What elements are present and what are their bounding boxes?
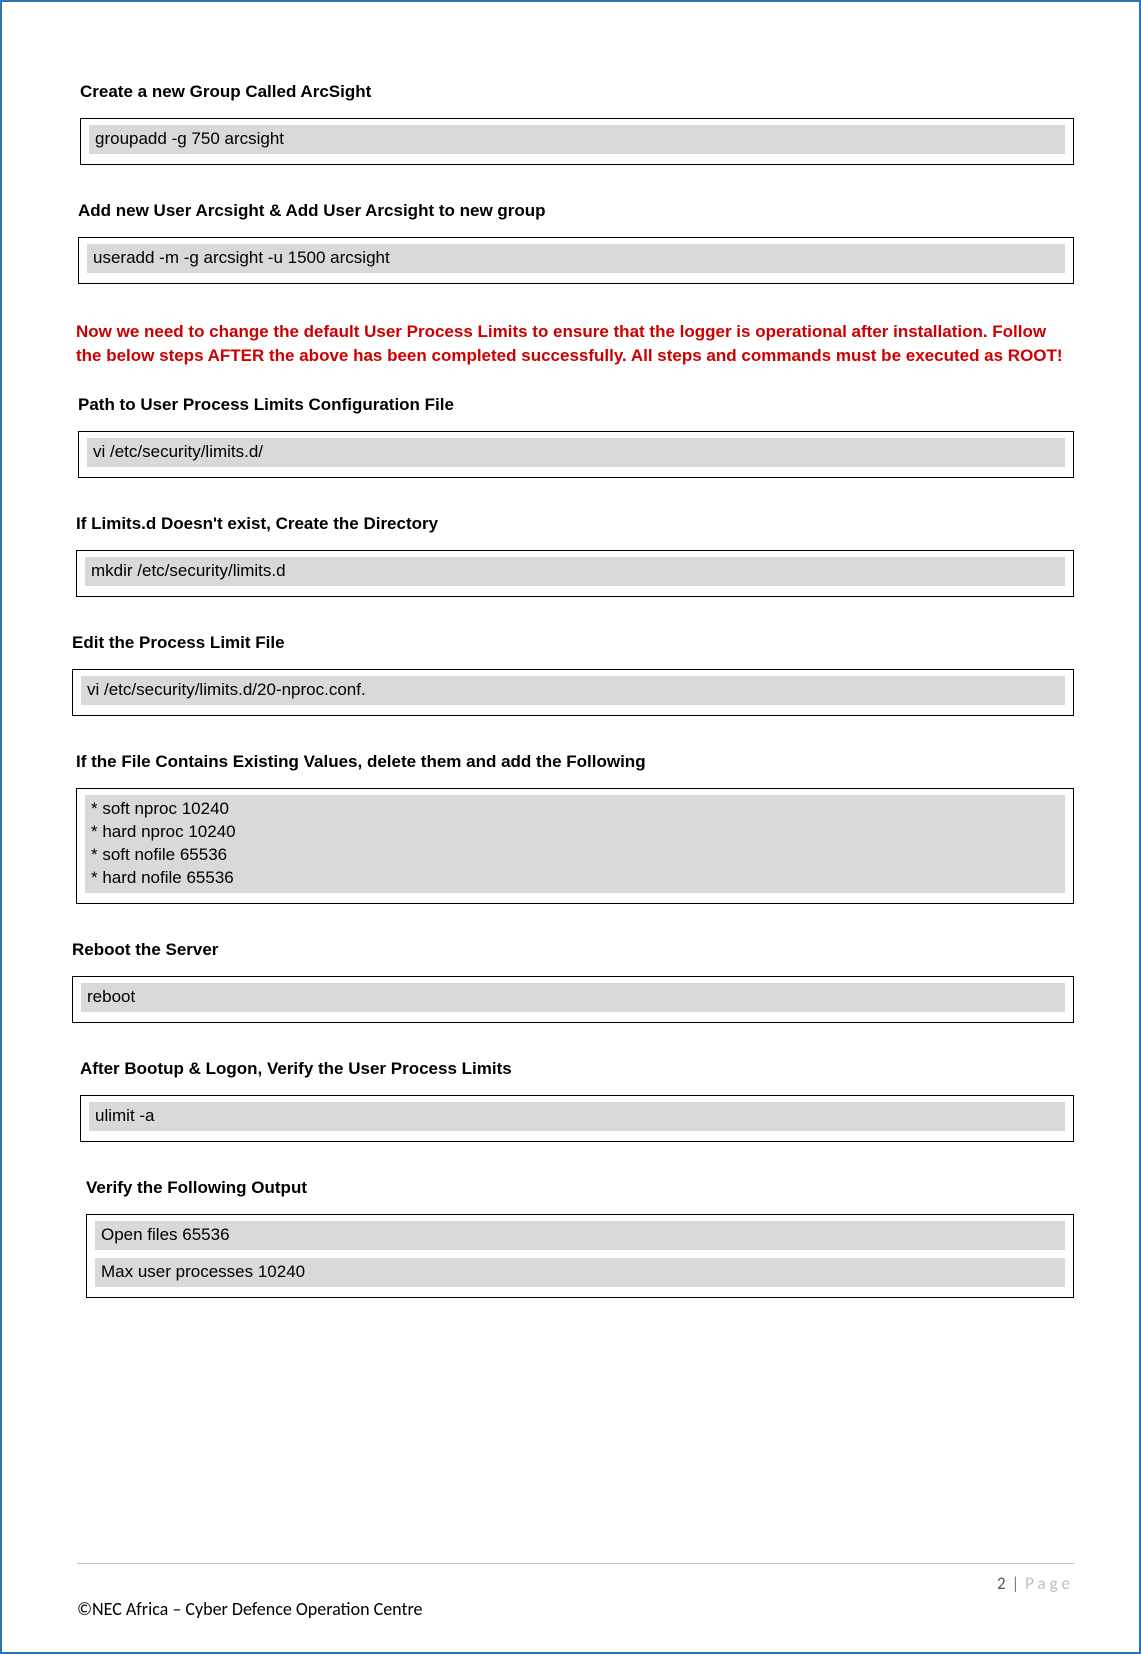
page-number: 2 | Page	[997, 1573, 1074, 1594]
section: If Limits.d Doesn't exist, Create the Di…	[76, 514, 1074, 597]
page-label: Page	[1025, 1573, 1074, 1594]
section-heading: Edit the Process Limit File	[72, 633, 1074, 653]
section-heading: Verify the Following Output	[86, 1178, 1074, 1198]
section: Add new User Arcsight & Add User Arcsigh…	[78, 201, 1074, 284]
warning-text: Now we need to change the default User P…	[72, 320, 1074, 368]
section-heading: If the File Contains Existing Values, de…	[76, 752, 1074, 772]
section: Verify the Following Output Open files 65…	[86, 1178, 1074, 1298]
section: Create a new Group Called ArcSight groupa…	[80, 82, 1074, 165]
command-block: vi /etc/security/limits.d/20-nproc.conf.	[72, 669, 1074, 716]
command-block: * soft nproc 10240 * hard nproc 10240 * …	[76, 788, 1074, 904]
section: Path to User Process Limits Configuratio…	[78, 395, 1074, 478]
command-line: vi /etc/security/limits.d/	[87, 438, 1065, 467]
command-line: vi /etc/security/limits.d/20-nproc.conf.	[81, 676, 1065, 705]
footer-rule	[77, 1563, 1074, 1564]
section: After Bootup & Logon, Verify the User Pr…	[80, 1059, 1074, 1142]
section-heading: Add new User Arcsight & Add User Arcsigh…	[78, 201, 1074, 221]
command-line: groupadd -g 750 arcsight	[89, 125, 1065, 154]
section: If the File Contains Existing Values, de…	[76, 752, 1074, 904]
command-block: useradd -m -g arcsight -u 1500 arcsight	[78, 237, 1074, 284]
command-block: reboot	[72, 976, 1074, 1023]
command-block: vi /etc/security/limits.d/	[78, 431, 1074, 478]
command-line: ulimit -a	[89, 1102, 1065, 1131]
page-sep: |	[1009, 1573, 1021, 1594]
section-heading: After Bootup & Logon, Verify the User Pr…	[80, 1059, 1074, 1079]
section-heading: If Limits.d Doesn't exist, Create the Di…	[76, 514, 1074, 534]
footer-copyright: ©NEC Africa – Cyber Defence Operation Ce…	[77, 1598, 422, 1620]
command-block: Open files 65536 Max user processes 10240	[86, 1214, 1074, 1298]
command-line: Max user processes 10240	[95, 1258, 1065, 1287]
command-block: ulimit -a	[80, 1095, 1074, 1142]
command-block: groupadd -g 750 arcsight	[80, 118, 1074, 165]
section-heading: Create a new Group Called ArcSight	[80, 82, 1074, 102]
page-num: 2	[997, 1573, 1006, 1594]
command-line: reboot	[81, 983, 1065, 1012]
section: Reboot the Server reboot	[72, 940, 1074, 1023]
section: Edit the Process Limit File vi /etc/secur…	[72, 633, 1074, 716]
section-heading: Path to User Process Limits Configuratio…	[78, 395, 1074, 415]
command-line: useradd -m -g arcsight -u 1500 arcsight	[87, 244, 1065, 273]
section-heading: Reboot the Server	[72, 940, 1074, 960]
command-block: mkdir /etc/security/limits.d	[76, 550, 1074, 597]
command-text: * soft nproc 10240 * hard nproc 10240 * …	[85, 795, 1065, 893]
command-line: Open files 65536	[95, 1221, 1065, 1250]
command-line: mkdir /etc/security/limits.d	[85, 557, 1065, 586]
page-content: Create a new Group Called ArcSight groupa…	[2, 2, 1139, 1298]
